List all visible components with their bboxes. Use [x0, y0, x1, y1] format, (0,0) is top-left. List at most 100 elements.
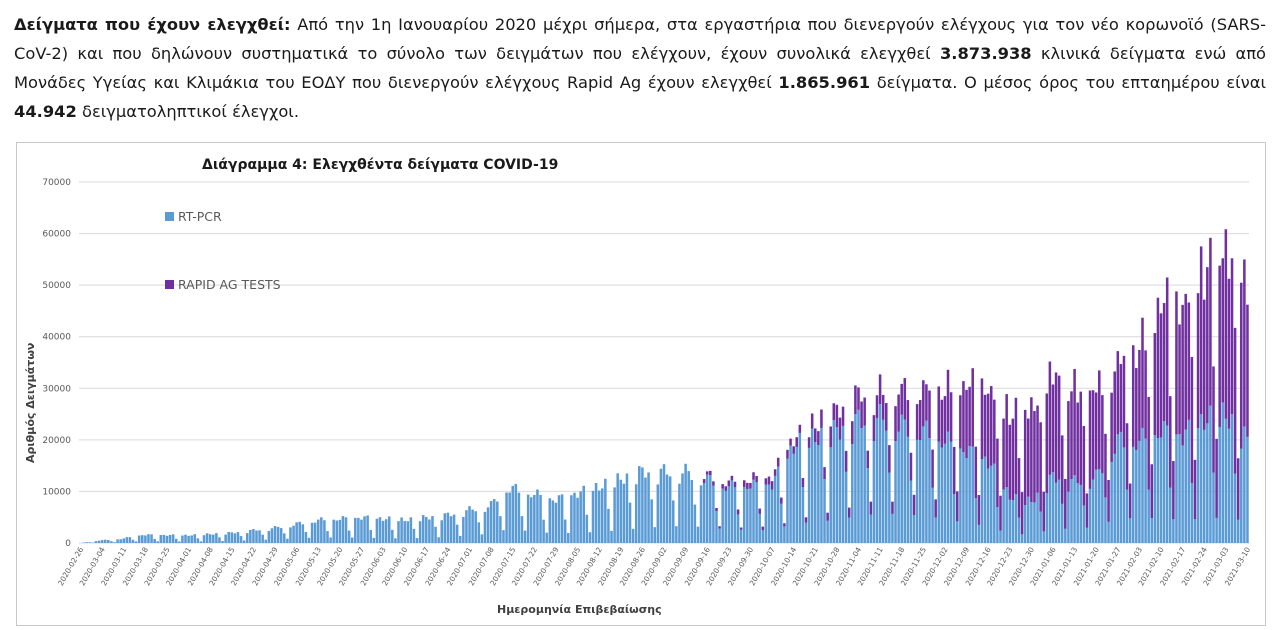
- bar-rapid: [1230, 258, 1234, 415]
- bar-rapid: [1193, 459, 1197, 520]
- bar-rtpcr: [1023, 505, 1027, 543]
- bar-rtpcr: [119, 539, 122, 543]
- bar-rapid: [1227, 278, 1231, 429]
- bar-rtpcr: [533, 494, 536, 543]
- bar-rtpcr: [638, 466, 641, 543]
- bar-rtpcr: [1091, 479, 1095, 543]
- bar-rapid: [1128, 483, 1132, 519]
- bar-rtpcr: [100, 540, 104, 543]
- bar-rtpcr: [526, 494, 530, 543]
- bar-rtpcr: [548, 498, 552, 543]
- bar-rtpcr: [736, 514, 740, 543]
- bar-rtpcr: [462, 517, 465, 543]
- bar-rapid: [860, 401, 863, 429]
- bar-rtpcr: [486, 507, 490, 543]
- bar-rtpcr: [937, 441, 941, 543]
- bar-rtpcr: [665, 474, 669, 543]
- bar-rapid: [983, 394, 987, 457]
- bar-rapid: [940, 399, 944, 448]
- bar-rtpcr: [857, 409, 860, 543]
- bar-rtpcr: [212, 534, 215, 543]
- bar-rtpcr: [860, 428, 863, 543]
- bar-rapid: [758, 508, 761, 514]
- bar-rtpcr: [681, 473, 684, 543]
- bar-rtpcr: [1057, 479, 1061, 543]
- bar-rapid: [1153, 333, 1157, 436]
- bar-rtpcr: [276, 526, 280, 543]
- bar-rtpcr: [465, 510, 468, 543]
- bar-rtpcr: [144, 535, 147, 543]
- bar-rtpcr: [795, 446, 799, 543]
- bar-rtpcr: [1116, 434, 1120, 543]
- bar-rtpcr: [156, 541, 159, 543]
- bar-rapid: [1141, 317, 1144, 428]
- bar-rtpcr: [826, 520, 829, 543]
- bar-rapid: [807, 437, 811, 448]
- bar-rtpcr: [1212, 472, 1215, 543]
- bar-rapid: [1045, 393, 1049, 494]
- bar-rapid: [1122, 355, 1126, 448]
- bar-rtpcr: [1036, 492, 1039, 543]
- bar-rapid: [1206, 267, 1209, 424]
- bar-rtpcr: [841, 425, 845, 543]
- bar-rtpcr: [1042, 531, 1045, 543]
- bar-rapid: [952, 446, 956, 495]
- bar-rapid: [1091, 390, 1095, 480]
- bar-rtpcr: [897, 431, 900, 543]
- bar-rtpcr: [613, 487, 616, 543]
- bar-rapid: [851, 421, 854, 445]
- bar-rtpcr: [384, 519, 388, 543]
- bar-rapid: [1246, 304, 1249, 437]
- bar-rtpcr: [949, 441, 953, 543]
- bar-rtpcr: [591, 490, 595, 543]
- bar-rtpcr: [221, 541, 224, 543]
- bar-rtpcr: [208, 534, 212, 543]
- bar-rtpcr: [863, 425, 866, 543]
- bar-rtpcr: [752, 479, 755, 543]
- bar-rtpcr: [600, 488, 604, 543]
- y-tick-label: 70000: [42, 178, 71, 188]
- bar-rapid: [789, 438, 792, 446]
- bar-rapid: [810, 413, 814, 429]
- bar-rapid: [718, 526, 721, 529]
- bar-rtpcr: [323, 520, 326, 543]
- bar-rtpcr: [508, 492, 511, 543]
- bar-rapid: [1054, 372, 1058, 483]
- bar-rtpcr: [1039, 511, 1042, 543]
- bar-rtpcr: [616, 473, 619, 543]
- bar-rapid: [776, 457, 780, 467]
- bar-rapid: [1033, 410, 1036, 503]
- bar-rtpcr: [193, 534, 197, 543]
- bar-rapid: [835, 404, 839, 428]
- bar-rtpcr: [993, 463, 996, 543]
- bar-rapid: [1202, 299, 1206, 430]
- bar-rtpcr: [727, 486, 731, 543]
- bar-rapid: [959, 395, 962, 449]
- bar-rtpcr: [122, 538, 126, 543]
- bar-rtpcr: [823, 479, 826, 543]
- bar-rapid: [1023, 409, 1027, 506]
- bar-rapid: [962, 381, 965, 453]
- bar-rapid: [1184, 293, 1187, 430]
- bar-rtpcr: [912, 515, 916, 543]
- bar-rapid: [1159, 313, 1163, 438]
- x-axis-label: Ημερομηνία Επιβεβαίωσης: [497, 603, 662, 616]
- bar-rtpcr: [1098, 469, 1101, 543]
- bar-rtpcr: [202, 535, 206, 543]
- bar-rapid: [733, 481, 737, 488]
- bar-rtpcr: [181, 535, 184, 543]
- bar-rtpcr: [409, 517, 413, 543]
- bar-rtpcr: [770, 489, 774, 543]
- bar-rtpcr: [1011, 500, 1015, 543]
- bar-rtpcr: [650, 499, 653, 543]
- x-tick-labels: 2020-02-262020-03-042020-03-112020-03-18…: [56, 545, 1252, 587]
- bar-rapid: [792, 446, 795, 454]
- bar-rtpcr: [103, 539, 107, 543]
- bar-rtpcr: [1008, 499, 1012, 543]
- bar-rtpcr: [968, 446, 971, 543]
- bar-rtpcr: [730, 480, 734, 543]
- bar-rapid: [909, 452, 913, 481]
- bar-rtpcr: [496, 501, 499, 543]
- bar-rapid: [1212, 366, 1215, 473]
- bar-rtpcr: [891, 513, 894, 543]
